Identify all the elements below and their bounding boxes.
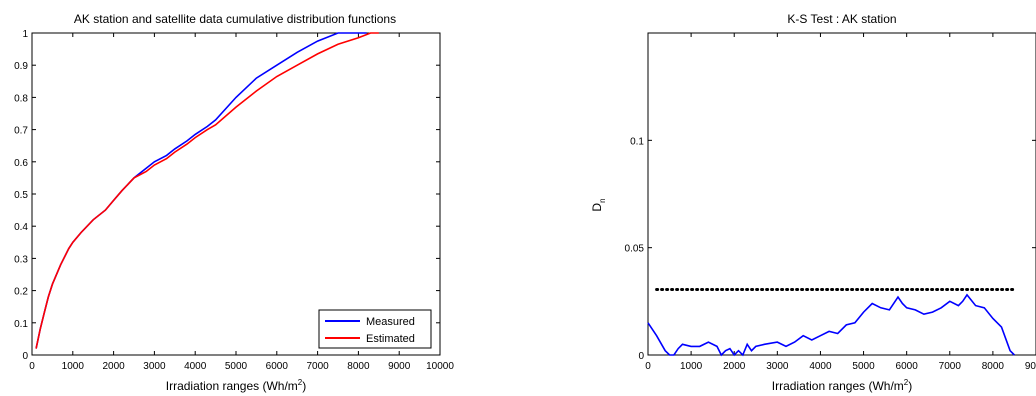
cdf-ytick-label: 0.7 xyxy=(14,126,28,137)
ks-xtick-label: 1000 xyxy=(680,361,703,372)
cdf-ytick-label: 0.3 xyxy=(14,254,28,265)
cdf-tick-labels: 0 1000 2000 3000 4000 5000 6000 7000 8000 9000 100… xyxy=(14,29,454,372)
legend-box xyxy=(318,309,432,349)
cdf-xtick-label: 8000 xyxy=(347,361,370,372)
ks-tick-labels: 0 1000 2000 3000 4000 5000 6000 7000 8000 9000 0 0.… xyxy=(625,33,1036,372)
cdf-xtick-label: 7000 xyxy=(306,361,329,372)
cdf-xtick-label: 2000 xyxy=(102,361,125,372)
cdf-ytick-label: 0.9 xyxy=(14,61,28,72)
cdf-xtick-label: 1000 xyxy=(62,361,85,372)
cdf-ytick-label: 0.6 xyxy=(14,158,28,169)
cdf-ytick-label: 0.8 xyxy=(14,93,28,104)
cdf-xtick-label: 4000 xyxy=(184,361,207,372)
ks-ytick-label: 0.05 xyxy=(625,244,645,255)
ks-xtick-label: 6000 xyxy=(896,361,919,372)
cdf-legend: Measured Estimated xyxy=(318,309,432,349)
ks-xtick-label: 7000 xyxy=(939,361,962,372)
cdf-ytick-label: 0.5 xyxy=(14,190,28,201)
ks-x-axis-label: Irradiation ranges (Wh/m2) xyxy=(772,378,913,393)
cdf-series-lines xyxy=(35,32,379,349)
cdf-x-axis-label: Irradiation ranges (Wh/m2) xyxy=(166,378,307,393)
cdf-ytick-label: 0 xyxy=(22,351,28,362)
cdf-xtick-label: 3000 xyxy=(143,361,166,372)
cdf-series-line-2 xyxy=(35,32,379,349)
cdf-ytick-label: 0.4 xyxy=(14,222,28,233)
cdf-ytick-label: 0.2 xyxy=(14,287,28,298)
ks-xtick-label: 2000 xyxy=(723,361,746,372)
cdf-xtick-label: 6000 xyxy=(266,361,289,372)
ks-xtick-label: 0 xyxy=(645,361,651,372)
cdf-chart: AK station and satellite data cumulative… xyxy=(14,12,454,393)
cdf-ytick-label: 1 xyxy=(22,29,28,40)
legend-estimated-label: Estimated xyxy=(366,333,415,345)
ks-ytick-label: 0 xyxy=(638,351,644,362)
ks-series-line-1 xyxy=(647,293,1015,357)
cdf-xtick-label: 10000 xyxy=(426,361,454,372)
cdf-xtick-label: 5000 xyxy=(225,361,248,372)
legend-measured-label: Measured xyxy=(366,316,415,328)
ks-xtick-label: 3000 xyxy=(766,361,789,372)
cdf-chart-title: AK station and satellite data cumulative… xyxy=(74,12,396,26)
ks-ytick-label: 0.1 xyxy=(630,136,644,147)
ks-test-chart: K-S Test : AK station 0 1000 2000 3000 4000 5… xyxy=(590,12,1036,393)
cdf-xtick-label: 9000 xyxy=(388,361,411,372)
cdf-ytick-label: 0.1 xyxy=(14,319,28,330)
ks-chart-title: K-S Test : AK station xyxy=(787,12,896,26)
ks-xtick-label: 4000 xyxy=(809,361,832,372)
ks-series-lines xyxy=(647,288,1016,357)
cdf-plot-area xyxy=(31,32,441,356)
ks-xtick-label: 5000 xyxy=(852,361,875,372)
ks-xtick-label: 9000 xyxy=(1025,361,1036,372)
ks-y-axis-label: Dn xyxy=(590,198,607,211)
ks-xtick-label: 8000 xyxy=(982,361,1005,372)
cdf-xtick-label: 0 xyxy=(29,361,35,372)
